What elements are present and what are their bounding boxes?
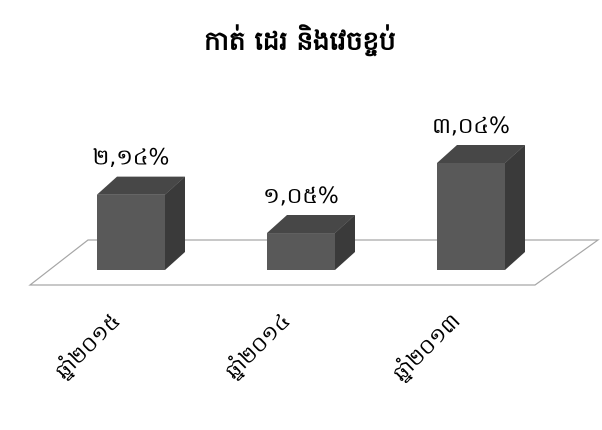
bar-top [97, 176, 185, 195]
bar [97, 194, 165, 270]
bar [437, 163, 505, 270]
value-label: ១,០៥% [263, 184, 339, 209]
value-label: ៣,០៤% [432, 114, 510, 139]
bar-side [335, 215, 355, 270]
value-label: ២,១៤% [93, 146, 170, 171]
bar-side [505, 145, 525, 270]
chart-title: កាត់ ដេរ និងវេចខ្ចប់ [204, 24, 395, 57]
bar-top [437, 145, 525, 163]
bar-top [267, 215, 355, 234]
bar-side [165, 176, 185, 270]
x-tick-label: ឆ្នាំ២០១៣ [387, 308, 465, 386]
bar [267, 233, 335, 270]
x-tick-label: ឆ្នាំ២០១៥ [49, 308, 125, 384]
x-tick-label: ឆ្នាំ២០១៤ [219, 308, 295, 384]
